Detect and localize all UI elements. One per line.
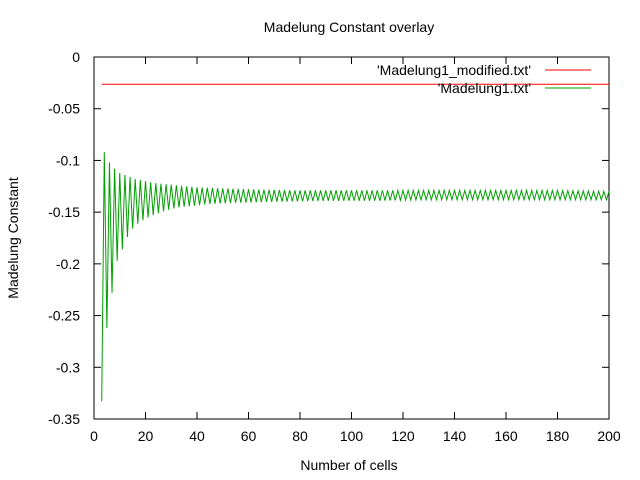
x-tick-label: 120 bbox=[391, 428, 415, 444]
x-tick-label: 100 bbox=[340, 428, 364, 444]
legend: 'Madelung1_modified.txt' 'Madelung1.txt' bbox=[377, 62, 591, 96]
x-axis-label: Number of cells bbox=[300, 457, 397, 473]
y-tick-label: -0.15 bbox=[48, 204, 80, 220]
x-tick-label: 200 bbox=[597, 428, 621, 444]
y-tick-label: -0.05 bbox=[48, 101, 80, 117]
series-layer bbox=[101, 83, 610, 402]
plot-area bbox=[93, 56, 610, 420]
plot-border bbox=[93, 56, 610, 420]
x-tick-label: 160 bbox=[494, 428, 518, 444]
y-tick-label: -0.3 bbox=[56, 359, 80, 375]
series-line-madelung1 bbox=[101, 152, 610, 402]
x-tick-label: 0 bbox=[90, 428, 98, 444]
x-tick-label: 40 bbox=[189, 428, 205, 444]
x-tick-label: 60 bbox=[241, 428, 257, 444]
y-tick-label: 0 bbox=[72, 49, 80, 65]
y-tick-label: -0.1 bbox=[56, 152, 80, 168]
y-axis-label: Madelung Constant bbox=[5, 177, 21, 299]
chart-title: Madelung Constant overlay bbox=[264, 19, 434, 35]
legend-label: 'Madelung1_modified.txt' bbox=[377, 62, 531, 78]
x-axis: 0 20 40 60 80 100 120 140 160 180 200 bbox=[90, 57, 621, 444]
y-tick-label: -0.2 bbox=[56, 256, 80, 272]
y-tick-label: -0.35 bbox=[48, 411, 80, 427]
x-tick-label: 20 bbox=[138, 428, 154, 444]
x-tick-label: 80 bbox=[292, 428, 308, 444]
x-tick-label: 140 bbox=[443, 428, 467, 444]
x-tick-label: 180 bbox=[546, 428, 570, 444]
y-axis: 0 -0.05 -0.1 -0.15 -0.2 -0.25 -0.3 -0.35 bbox=[48, 49, 609, 427]
y-tick-label: -0.25 bbox=[48, 308, 80, 324]
legend-label: 'Madelung1.txt' bbox=[438, 80, 531, 96]
